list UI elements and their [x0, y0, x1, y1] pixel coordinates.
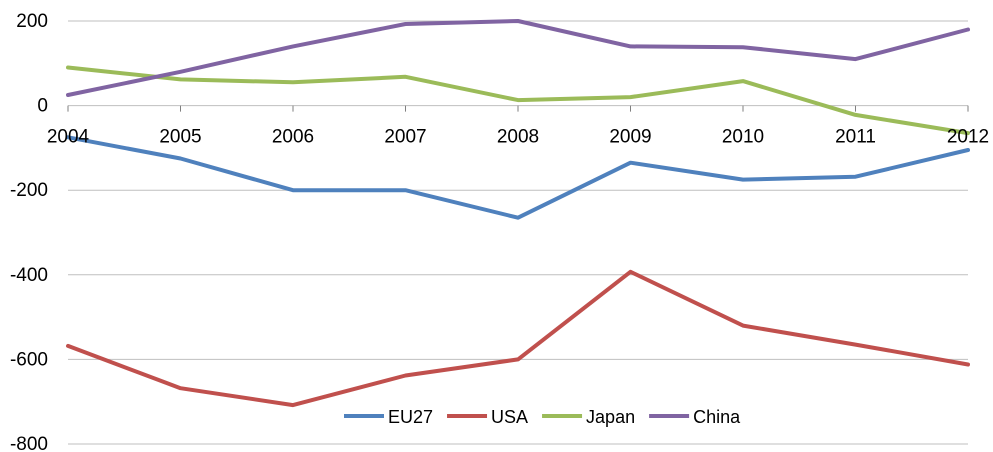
x-tick-label: 2007	[384, 127, 426, 148]
y-tick-label: 0	[37, 96, 48, 117]
series-line-usa	[66, 269, 970, 408]
legend-label-usa: USA	[491, 407, 528, 427]
x-tick-label: 2008	[497, 127, 539, 148]
x-tick-label: 2005	[159, 127, 201, 148]
legend-label-china: China	[693, 407, 741, 427]
x-tick-label: 2004	[47, 127, 90, 148]
series-lines	[66, 19, 970, 408]
legend-label-japan: Japan	[586, 407, 635, 427]
series-line-japan	[66, 65, 970, 136]
x-tick-label: 2012	[947, 127, 989, 148]
x-tick-label: 2010	[722, 127, 764, 148]
x-tick-label: 2011	[835, 127, 876, 148]
series-line-eu27	[66, 135, 970, 220]
y-tick-label: -600	[10, 349, 48, 370]
y-tick-label: -200	[10, 180, 48, 201]
legend-label-eu27: EU27	[388, 407, 433, 427]
y-tick-label: 200	[16, 11, 48, 32]
x-tick-label: 2006	[272, 127, 314, 148]
series-line-china	[66, 19, 970, 97]
y-tick-label: -400	[10, 265, 48, 286]
x-tick-label: 2009	[609, 127, 651, 148]
gridlines	[67, 20, 969, 445]
y-tick-label: -800	[10, 434, 48, 452]
y-axis-tick-labels: 200 0 -200 -400 -600 -800	[10, 11, 48, 452]
legend: EU27 USA Japan China	[344, 407, 741, 427]
x-axis-tick-labels: 2004 2005 2006 2007 2008 2009 2010 2011 2012	[47, 127, 989, 148]
